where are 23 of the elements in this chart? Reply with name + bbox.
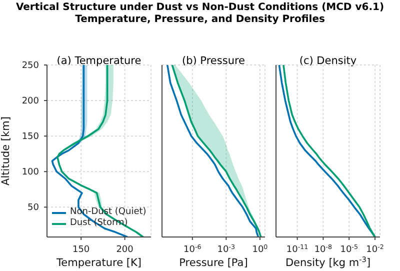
x-tick-label: 10$^{-3}$ [217, 244, 236, 255]
y-tick-label: 200 [22, 96, 40, 107]
x-tick-label: 10$^{-11}$ [286, 244, 308, 255]
x-tick-label: 150 [72, 245, 90, 255]
x-tick-label: 10$^{-5}$ [340, 244, 358, 255]
x-tick-label: 10$^{0}$ [252, 244, 268, 255]
x-tick-label: 10$^{-8}$ [314, 244, 332, 255]
x-axis-title: Pressure [Pa] [179, 257, 248, 269]
x-tick-label: 10$^{-2}$ [366, 244, 384, 255]
chart-title: (b) Pressure [180, 55, 246, 67]
x-axis-title: Density [kg m$^{-3}$] [285, 254, 371, 269]
y-tick-label: 100 [22, 168, 40, 178]
chart-title: (c) Density [298, 55, 358, 67]
x-tick-label: 200 [116, 245, 134, 255]
y-axis-title: Altitude [km] [0, 116, 12, 186]
y-tick-label: 150 [22, 132, 40, 142]
chart-title: (a) Temperature [56, 55, 142, 67]
y-tick-label: 50 [28, 203, 40, 214]
x-tick-label: 10$^{-6}$ [184, 244, 202, 255]
y-tick-label: 250 [22, 61, 40, 71]
x-axis-title: Temperature [K] [56, 257, 142, 269]
text: Vertical Structure under Dust vs Non-Dust Conditions (MCD v6.1) [14, 2, 386, 14]
text: Temperature, Pressure, and Density Profiles [74, 14, 326, 26]
